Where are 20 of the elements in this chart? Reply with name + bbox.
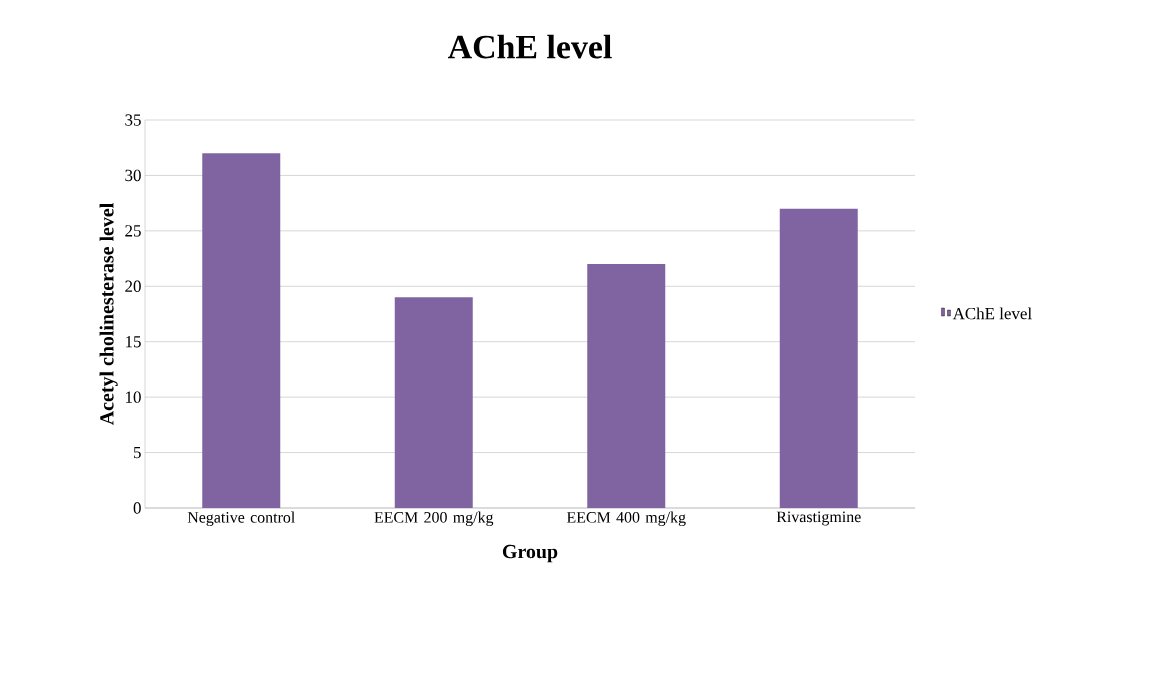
y-tick-label: 30: [125, 169, 141, 182]
x-tick-label: EECM 200 mg/kg: [374, 511, 494, 527]
chart-title: AChE level: [448, 34, 612, 59]
bar: [779, 208, 858, 508]
y-tick-label: 20: [125, 280, 141, 292]
x-tick-label: Negative control: [187, 511, 295, 527]
legend-label: AChE level: [952, 307, 1032, 320]
y-tick-label: 10: [126, 391, 141, 403]
x-tick-label: EECM 400 mg/kg: [566, 511, 686, 527]
y-tick-label: 25: [125, 225, 141, 237]
x-axis-title: Group: [502, 544, 558, 563]
bar: [394, 297, 473, 508]
y-tick-label: 15: [126, 336, 141, 348]
bar: [202, 153, 281, 508]
y-tick-label: 5: [134, 446, 141, 459]
y-tick-label: 35: [125, 114, 141, 126]
y-axis-title: Acetyl cholinesterase level: [99, 203, 118, 426]
y-tick-label: 0: [133, 502, 141, 514]
bar: [587, 264, 666, 508]
x-tick-label: Rivastigmine: [776, 511, 861, 526]
